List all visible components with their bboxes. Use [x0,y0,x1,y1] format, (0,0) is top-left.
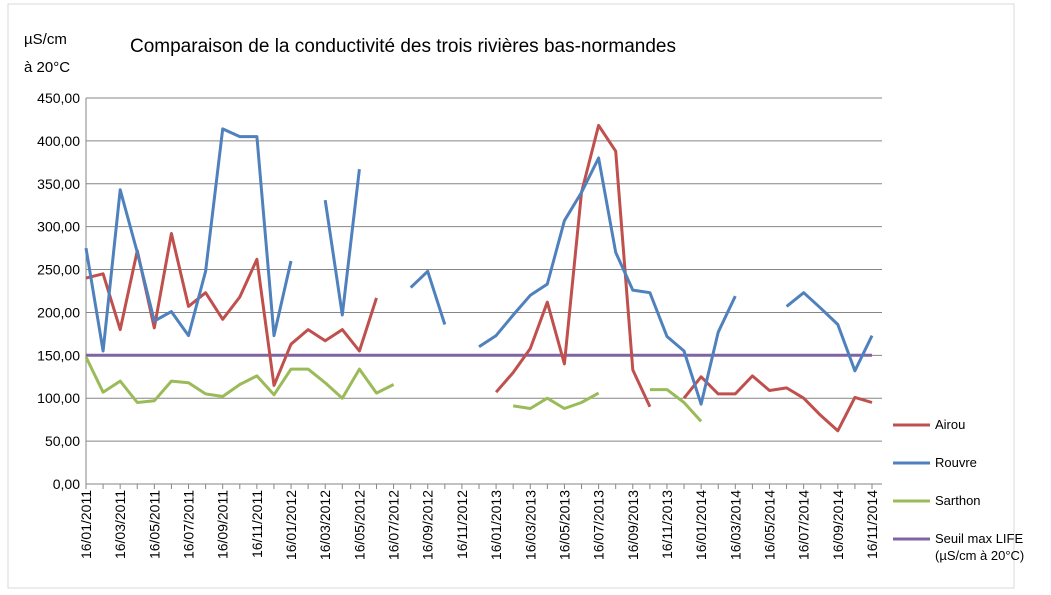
x-tick-label: 16/07/2011 [181,490,197,559]
x-tick-label: 16/05/2014 [761,490,777,560]
y-axis-label: à 20°C [24,59,70,76]
x-tick-label: 16/07/2012 [386,490,402,560]
x-tick-label: 16/09/2011 [215,490,231,559]
x-tick-label: 16/11/2012 [454,490,470,559]
y-tick-label: 0,00 [53,476,80,492]
legend-label: Airou [935,417,966,432]
line-series [85,123,873,433]
x-tick-label: 16/11/2011 [249,490,265,558]
line-series [84,127,874,406]
x-tick-label: 16/03/2011 [112,490,128,559]
x-tick-label: 16/01/2012 [283,490,299,560]
chart-frame [7,3,1015,589]
y-tick-label: 400,00 [37,133,80,149]
x-tick-label: 16/05/2012 [351,490,367,560]
x-tick-label: 16/03/2012 [317,490,333,560]
y-tick-label: 200,00 [37,304,80,320]
y-axis-label: µS/cm [24,31,67,48]
x-tick-label: 16/05/2011 [146,490,162,559]
x-tick-label: 16/01/2011 [78,490,94,559]
x-tick-label: 16/11/2013 [659,490,675,559]
y-tick-label: 300,00 [37,219,80,235]
x-tick-label: 16/07/2013 [591,490,607,560]
y-tick-label: 100,00 [37,390,80,406]
x-tick-label: 16/01/2014 [693,490,709,560]
chart-title: Comparaison de la conductivité des trois… [130,36,676,57]
x-tick-label: 16/03/2013 [522,490,538,560]
x-tick-label: 16/01/2013 [488,490,504,560]
line-series [84,356,703,423]
x-tick-label: 16/11/2014 [864,490,880,559]
legend-label: Sarthon [935,493,981,508]
x-tick-label: 16/09/2012 [420,490,436,560]
x-tick-label: 16/09/2013 [625,490,641,560]
x-tick-label: 16/09/2014 [830,490,846,560]
y-tick-label: 350,00 [37,176,80,192]
x-tick-label: 16/07/2014 [796,490,812,560]
legend-label: Rouvre [935,455,977,470]
y-tick-label: 150,00 [37,347,80,363]
y-tick-label: 250,00 [37,262,80,278]
legend-label: Seuil max LIFE (µS/cm à 20°C) [935,531,1025,563]
y-tick-label: 50,00 [45,433,80,449]
x-tick-label: 16/05/2013 [556,490,572,560]
y-tick-label: 450,00 [37,90,80,106]
x-tick-label: 16/03/2014 [727,490,743,560]
